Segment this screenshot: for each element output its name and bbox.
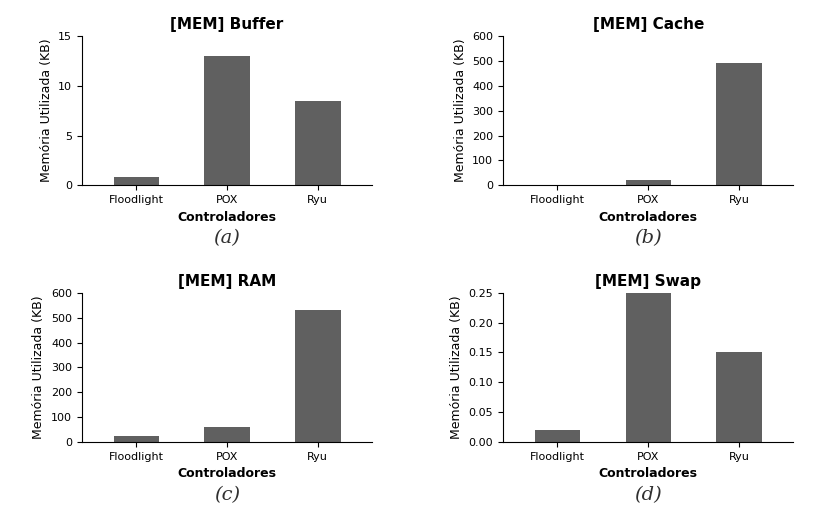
Text: (b): (b) bbox=[634, 229, 662, 247]
X-axis label: Controladores: Controladores bbox=[599, 467, 698, 480]
Y-axis label: Memória Utilizada (KB): Memória Utilizada (KB) bbox=[454, 39, 466, 182]
Bar bbox=[626, 281, 671, 442]
Y-axis label: Memória Utilizada (KB): Memória Utilizada (KB) bbox=[39, 39, 52, 182]
Bar bbox=[114, 177, 159, 185]
Bar bbox=[626, 180, 671, 185]
X-axis label: Controladores: Controladores bbox=[599, 211, 698, 224]
Bar bbox=[717, 353, 762, 442]
Y-axis label: Memória Utilizada (KB): Memória Utilizada (KB) bbox=[450, 296, 463, 439]
Bar bbox=[717, 63, 762, 185]
X-axis label: Controladores: Controladores bbox=[178, 211, 276, 224]
Text: (c): (c) bbox=[214, 486, 240, 504]
Bar bbox=[114, 436, 159, 442]
Text: (a): (a) bbox=[213, 229, 240, 247]
Title: [MEM] Buffer: [MEM] Buffer bbox=[170, 17, 284, 32]
Bar bbox=[295, 310, 340, 442]
Title: [MEM] RAM: [MEM] RAM bbox=[178, 274, 276, 289]
Text: (d): (d) bbox=[634, 486, 662, 504]
Y-axis label: Memória Utilizada (KB): Memória Utilizada (KB) bbox=[33, 296, 45, 439]
Bar bbox=[204, 56, 249, 185]
Title: [MEM] Swap: [MEM] Swap bbox=[596, 274, 701, 289]
Bar bbox=[535, 430, 580, 442]
Bar bbox=[204, 427, 249, 442]
Title: [MEM] Cache: [MEM] Cache bbox=[592, 17, 704, 32]
Bar bbox=[295, 101, 340, 185]
X-axis label: Controladores: Controladores bbox=[178, 467, 276, 480]
